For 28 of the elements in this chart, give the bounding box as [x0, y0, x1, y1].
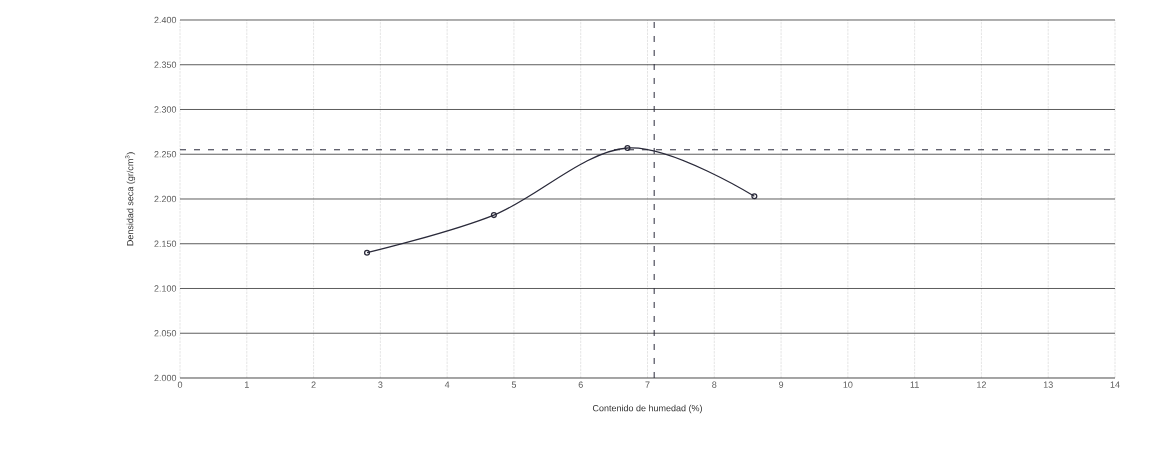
x-tick-label: 9 — [778, 381, 784, 388]
y-tick-label: 2.350 — [154, 61, 177, 68]
x-tick-label: 4 — [444, 381, 450, 388]
x-axis-title: Contenido de humedad (%) — [592, 404, 702, 414]
y-tick-label: 2.000 — [154, 374, 177, 382]
y-tick-label: 2.250 — [154, 151, 177, 158]
x-tick-label: 5 — [511, 381, 517, 388]
x-tick-label: 6 — [578, 381, 583, 388]
y-axis-title: Densidad seca (gr/cm$^{3}$) — [125, 152, 136, 246]
x-tick-label: 1 — [244, 381, 249, 388]
x-tick-label: 0 — [177, 381, 183, 388]
point — [490, 212, 497, 219]
x-tick-label: 8 — [712, 381, 717, 388]
x-tick-label: 13 — [1043, 381, 1053, 388]
y-tick-label: 2.050 — [154, 330, 177, 337]
x-tick-label: 12 — [977, 381, 986, 388]
x-tick-label: 7 — [645, 381, 650, 388]
x-tick-label: 3 — [378, 381, 383, 388]
x-tick-label: 11 — [910, 381, 919, 388]
y-tick-label: 2.150 — [154, 240, 177, 247]
y-tick-label: 2.400 — [154, 16, 177, 24]
y-tick-label: 2.200 — [154, 195, 177, 203]
y-tick-label: 2.100 — [154, 285, 177, 292]
y-tick-label: 2.300 — [154, 106, 177, 113]
x-tick-label: 2 — [311, 381, 316, 388]
x-tick-label: 14 — [1110, 381, 1120, 388]
x-tick-label: 10 — [843, 381, 853, 388]
point — [624, 144, 631, 152]
